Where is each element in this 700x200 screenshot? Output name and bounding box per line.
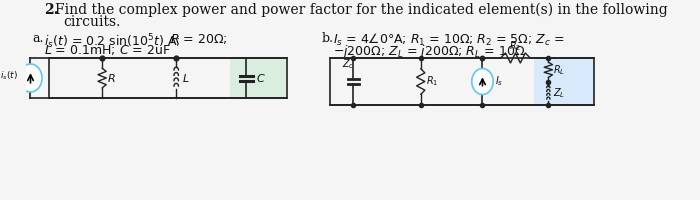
- Circle shape: [19, 64, 42, 92]
- Bar: [230, 58, 288, 98]
- Text: $-j$200Ω; $Z_L$ = $j$200Ω; $R_L$ = 10Ω: $-j$200Ω; $Z_L$ = $j$200Ω; $R_L$ = 10Ω: [333, 43, 526, 60]
- Circle shape: [472, 68, 493, 95]
- Bar: [330, 58, 594, 105]
- Text: a.: a.: [32, 32, 43, 45]
- Text: $i_s(t)$: $i_s(t)$: [0, 70, 18, 82]
- Text: $R$ = 20Ω;: $R$ = 20Ω;: [169, 32, 227, 46]
- Bar: [533, 58, 594, 105]
- Text: 2.: 2.: [43, 3, 58, 17]
- Text: $R_2$: $R_2$: [509, 39, 522, 53]
- Text: $i_s(t)$ = 0.2 sin$(10^5t)$ A;: $i_s(t)$ = 0.2 sin$(10^5t)$ A;: [43, 32, 180, 51]
- Text: $R_1$: $R_1$: [426, 75, 438, 88]
- Text: $R_L$: $R_L$: [553, 63, 566, 77]
- Text: $L$: $L$: [182, 72, 190, 84]
- Text: $Z_c$: $Z_c$: [342, 58, 354, 72]
- Text: Find the complex power and power factor for the indicated element(s) in the foll: Find the complex power and power factor …: [55, 3, 668, 17]
- Text: $C$: $C$: [256, 72, 266, 84]
- Text: circuits.: circuits.: [64, 15, 121, 29]
- Text: $R$: $R$: [107, 72, 116, 84]
- Text: $I_s$: $I_s$: [495, 75, 503, 88]
- Text: b.: b.: [322, 32, 334, 45]
- Text: $Z_L$: $Z_L$: [553, 86, 566, 100]
- Text: $L$ = 0.1mH; $C$ = 2uF: $L$ = 0.1mH; $C$ = 2uF: [43, 43, 170, 57]
- Bar: [48, 58, 288, 98]
- Text: $I_s$ = 4∠0°A; $R_1$ = 10Ω; $R_2$ = 5Ω; $Z_c$ =: $I_s$ = 4∠0°A; $R_1$ = 10Ω; $R_2$ = 5Ω; …: [333, 32, 565, 48]
